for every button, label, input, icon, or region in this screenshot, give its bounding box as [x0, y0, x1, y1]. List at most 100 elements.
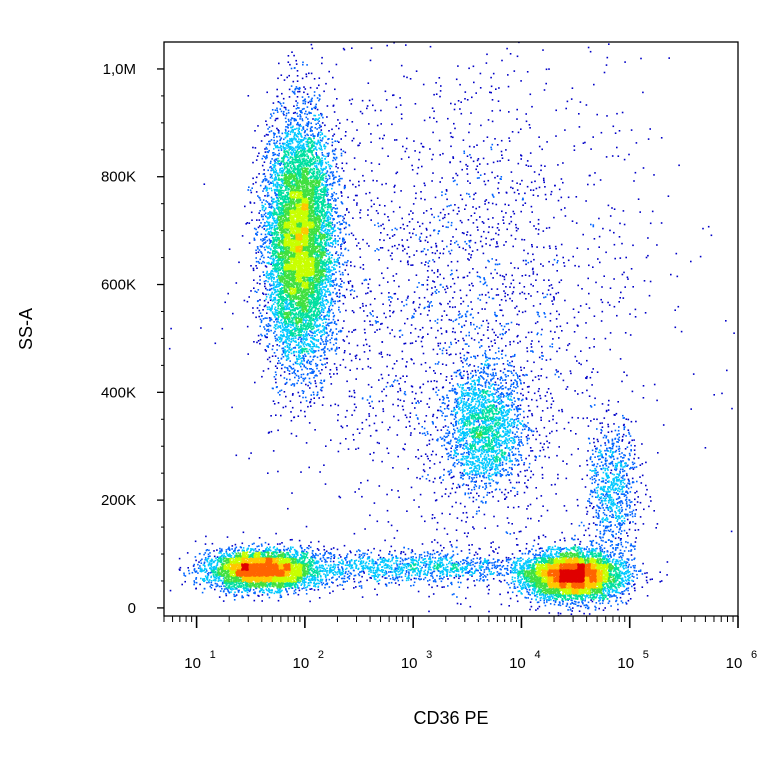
- event-dot: [624, 159, 626, 161]
- event-dot: [463, 340, 465, 342]
- event-dot: [574, 149, 576, 151]
- event-dot: [514, 495, 516, 497]
- event-dot: [477, 226, 479, 228]
- event-dot: [596, 602, 598, 604]
- event-dot: [298, 89, 300, 91]
- event-dot: [368, 245, 370, 247]
- event-dot: [416, 477, 418, 479]
- event-dot: [591, 483, 593, 485]
- event-dot: [303, 108, 305, 110]
- event-dot: [625, 509, 627, 511]
- event-dot: [520, 471, 522, 473]
- event-dot: [233, 594, 235, 596]
- event-dot: [377, 521, 379, 523]
- event-dot: [596, 529, 598, 531]
- event-dot: [507, 294, 509, 296]
- event-dot: [463, 398, 465, 400]
- event-dot: [526, 597, 528, 599]
- event-dot: [454, 128, 456, 130]
- event-dot: [590, 494, 592, 496]
- event-dot: [484, 203, 486, 205]
- event-dot: [406, 510, 408, 512]
- event-dot: [469, 154, 471, 156]
- event-dot: [431, 454, 433, 456]
- event-dot: [470, 373, 472, 375]
- event-dot: [518, 399, 520, 401]
- event-dot: [650, 281, 652, 283]
- event-dot: [622, 555, 624, 557]
- event-dot: [318, 127, 320, 129]
- event-dot: [526, 543, 528, 545]
- event-dot: [325, 83, 327, 85]
- event-dot: [379, 285, 381, 287]
- event-dot: [276, 367, 278, 369]
- event-dot: [456, 241, 458, 243]
- event-dot: [302, 392, 304, 394]
- event-dot: [469, 245, 471, 247]
- event-dot: [370, 324, 372, 326]
- event-dot: [381, 352, 383, 354]
- event-dot: [392, 246, 394, 248]
- event-dot: [259, 276, 261, 278]
- event-dot: [508, 204, 510, 206]
- event-dot: [619, 557, 621, 559]
- event-dot: [325, 367, 327, 369]
- event-dot: [530, 477, 532, 479]
- event-dot: [336, 373, 338, 375]
- event-dot: [622, 546, 624, 548]
- event-dot: [449, 382, 451, 384]
- event-dot: [517, 411, 519, 413]
- event-dot: [489, 245, 491, 247]
- event-dot: [264, 228, 266, 230]
- event-dot: [416, 274, 418, 276]
- event-dot: [420, 313, 422, 315]
- event-dot: [480, 241, 482, 243]
- event-dot: [434, 229, 436, 231]
- event-dot: [244, 300, 246, 302]
- event-dot: [336, 222, 338, 224]
- event-dot: [525, 274, 527, 276]
- event-dot: [629, 564, 631, 566]
- event-dot: [267, 302, 269, 304]
- event-dot: [215, 343, 217, 345]
- event-dot: [270, 174, 272, 176]
- event-dot: [397, 399, 399, 401]
- event-dot: [535, 487, 537, 489]
- event-dot: [529, 275, 531, 277]
- event-dot: [468, 452, 470, 454]
- event-dot: [456, 487, 458, 489]
- event-dot: [501, 445, 503, 447]
- event-dot: [328, 152, 330, 154]
- event-dot: [241, 597, 243, 599]
- event-dot: [533, 189, 535, 191]
- event-dot: [557, 478, 559, 480]
- event-dot: [306, 76, 308, 78]
- event-dot: [631, 554, 633, 556]
- event-dot: [183, 574, 185, 576]
- event-dot: [422, 543, 424, 545]
- event-dot: [374, 423, 376, 425]
- event-dot: [351, 47, 353, 49]
- event-dot: [356, 368, 358, 370]
- event-dot: [648, 506, 650, 508]
- event-dot: [434, 261, 436, 263]
- event-dot: [319, 597, 321, 599]
- event-dot: [461, 113, 463, 115]
- event-dot: [466, 243, 468, 245]
- event-dot: [530, 447, 532, 449]
- event-dot: [429, 579, 431, 581]
- event-dot: [460, 582, 462, 584]
- event-dot: [349, 369, 351, 371]
- event-dot: [434, 478, 436, 480]
- event-dot: [424, 421, 426, 423]
- event-dot: [491, 86, 493, 88]
- event-dot: [496, 357, 498, 359]
- event-dot: [365, 193, 367, 195]
- event-dot: [531, 598, 533, 600]
- event-dot: [245, 223, 247, 225]
- event-dot: [379, 485, 381, 487]
- event-dot: [483, 378, 485, 380]
- event-dot: [375, 415, 377, 417]
- event-dot: [466, 335, 468, 337]
- event-dot: [397, 391, 399, 393]
